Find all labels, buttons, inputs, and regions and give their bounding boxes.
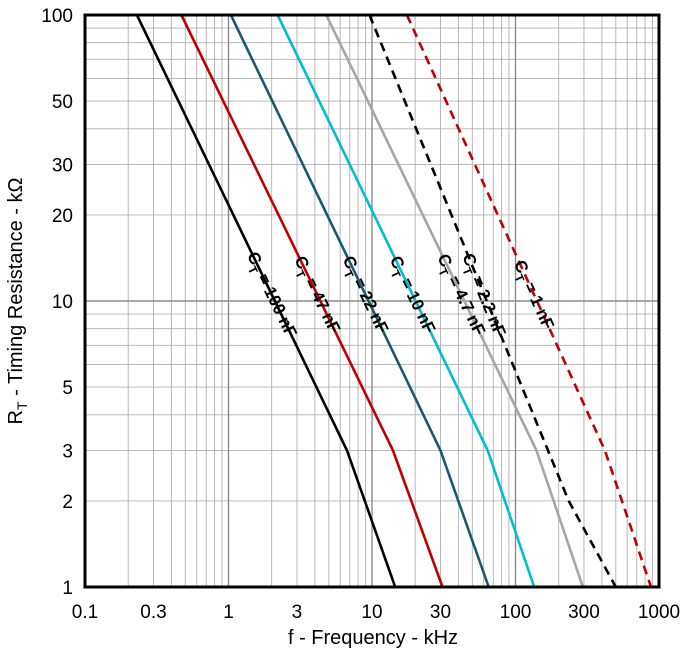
series-line-0 bbox=[135, 14, 397, 588]
series-line-4 bbox=[325, 14, 585, 588]
y-tick-label: 5 bbox=[62, 378, 73, 399]
x-tick-label: 10 bbox=[361, 602, 382, 623]
x-tick-labels: 0.1 0.3 1 3 10 30 100 300 1000 bbox=[72, 602, 680, 623]
x-tick-label: 0.3 bbox=[140, 602, 166, 623]
curve-label-rest: = 47 nF bbox=[299, 271, 344, 337]
y-axis-label-sub: T bbox=[14, 401, 30, 410]
y-axis-label: RT - Timing Resistance - kΩ bbox=[5, 178, 30, 425]
x-axis-label: f - Frequency - kHz bbox=[288, 627, 458, 649]
plot-frame bbox=[83, 13, 661, 589]
y-tick-label: 50 bbox=[52, 92, 73, 113]
y-tick-label: 2 bbox=[62, 492, 73, 513]
y-tick-label: 10 bbox=[52, 292, 73, 313]
x-tick-label: 300 bbox=[568, 602, 600, 623]
x-tick-label: 100 bbox=[500, 602, 532, 623]
series-line-6 bbox=[405, 14, 653, 588]
y-tick-label: 1 bbox=[62, 578, 73, 599]
series-line-2 bbox=[229, 14, 490, 588]
y-axis-label-rest: - Timing Resistance - kΩ bbox=[5, 178, 27, 402]
y-tick-label: 30 bbox=[52, 156, 73, 177]
x-tick-label: 30 bbox=[430, 602, 451, 623]
x-tick-label: 1 bbox=[223, 602, 234, 623]
curve-label-rest: = 22 nF bbox=[347, 271, 392, 337]
y-tick-label: 3 bbox=[62, 442, 73, 463]
y-tick-label: 100 bbox=[41, 6, 73, 27]
series-line-1 bbox=[180, 14, 444, 588]
curves bbox=[135, 14, 653, 588]
x-tick-label: 3 bbox=[292, 602, 303, 623]
y-tick-labels: 1 2 3 5 10 20 30 50 100 bbox=[41, 6, 73, 599]
curve-label-6: CT = 1 nF bbox=[506, 257, 558, 334]
curve-label-rest: = 100 nF bbox=[252, 266, 301, 340]
x-tick-label: 1000 bbox=[638, 602, 680, 623]
series-line-5 bbox=[368, 14, 617, 588]
curve-label-rest: = 10 nF bbox=[394, 271, 439, 337]
curve-label-rest: = 1 nF bbox=[518, 275, 558, 332]
y-axis-label-main: R bbox=[5, 410, 27, 424]
x-tick-label: 0.1 bbox=[72, 602, 98, 623]
series-line-3 bbox=[276, 14, 536, 588]
y-tick-label: 20 bbox=[52, 206, 73, 227]
